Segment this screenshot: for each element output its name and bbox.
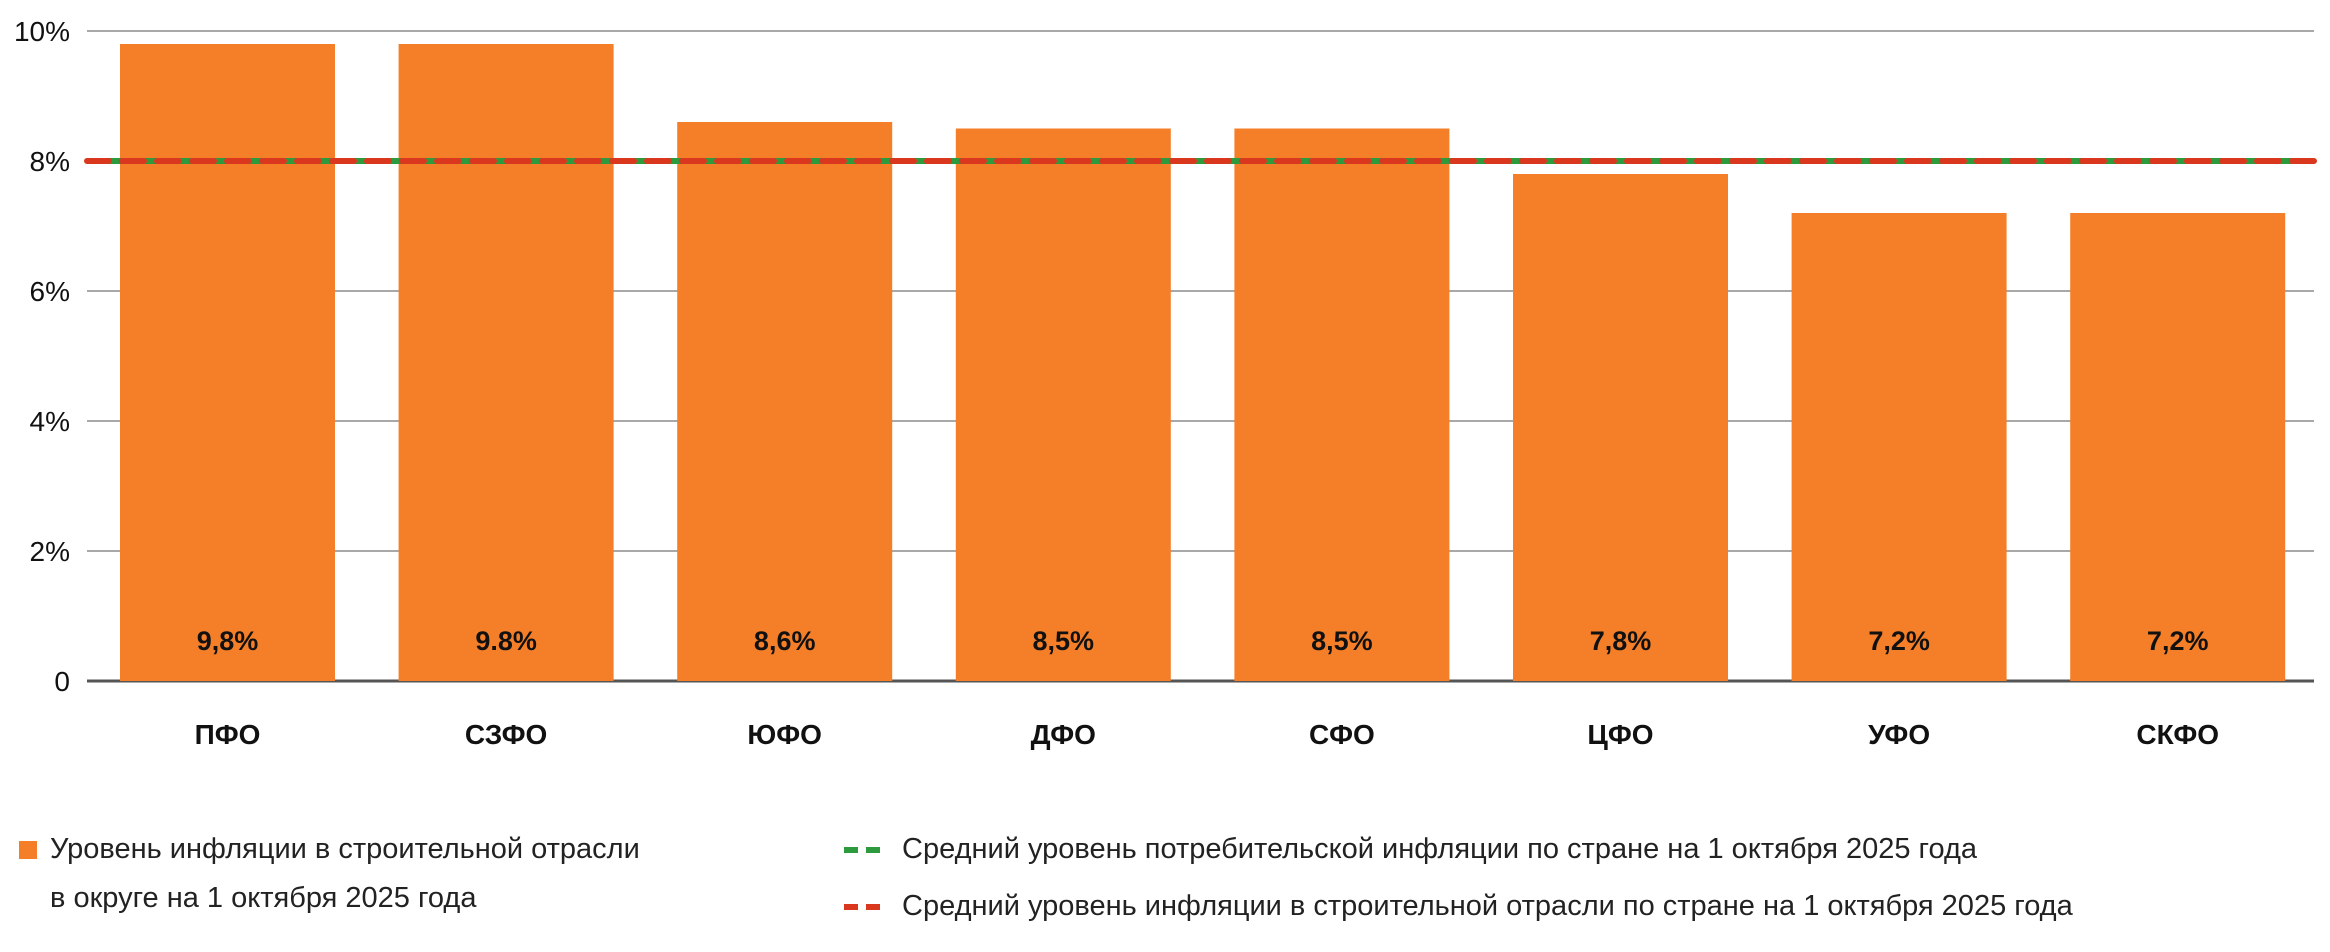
legend-green: Средний уровень потребительской инфляции… xyxy=(902,833,1978,865)
labels: 0 2% 4% 6% 8% 10% 9,8% ПФО 9.8% СЗФО 8,6% ЮФО 8,5% ДФ… xyxy=(14,16,2219,750)
bar xyxy=(955,128,1171,681)
data-label: 8,6% xyxy=(754,626,816,656)
legend-bar-line1: Уровень инфляции в строительной отрасли xyxy=(50,833,640,865)
y-tick-label: 0 xyxy=(54,666,70,697)
data-label: 8,5% xyxy=(1311,626,1373,656)
x-tick-label: УФО xyxy=(1868,719,1930,750)
legend-bar: Уровень инфляции в строительной отрасли … xyxy=(50,825,640,923)
x-tick-label: ПФО xyxy=(195,719,261,750)
x-tick-label: СФО xyxy=(1309,719,1375,750)
data-label: 8,5% xyxy=(1033,626,1095,656)
data-label: 7,2% xyxy=(2147,626,2209,656)
legend-green-dash-icon xyxy=(844,847,884,853)
data-label: 9,8% xyxy=(197,626,259,656)
x-tick-label: ЦФО xyxy=(1587,719,1653,750)
data-label: 7,2% xyxy=(1868,626,1930,656)
data-label: 7,8% xyxy=(1590,626,1652,656)
legend-red: Средний уровень инфляции в строительной … xyxy=(902,890,2073,922)
x-tick-label: СЗФО xyxy=(465,719,547,750)
legend-red-dash-icon xyxy=(844,904,884,910)
bar xyxy=(2070,213,2286,681)
bar xyxy=(398,44,614,681)
bar xyxy=(120,44,335,681)
bar xyxy=(1234,128,1450,681)
bar xyxy=(1791,213,2007,681)
y-tick-label: 4% xyxy=(30,406,70,437)
legend-bar-line2: в округе на 1 октября 2025 года xyxy=(50,882,477,914)
x-tick-label: ЮФО xyxy=(747,719,822,750)
y-tick-label: 10% xyxy=(14,16,70,47)
x-tick-label: СКФО xyxy=(2136,719,2219,750)
bar xyxy=(677,122,893,681)
bar xyxy=(1513,174,1728,681)
y-tick-label: 6% xyxy=(30,276,70,307)
bars xyxy=(120,44,2286,681)
y-tick-label: 8% xyxy=(30,146,70,177)
legend-bar-swatch xyxy=(19,841,37,859)
x-tick-label: ДФО xyxy=(1031,719,1096,750)
y-tick-label: 2% xyxy=(30,536,70,567)
data-label: 9.8% xyxy=(475,626,537,656)
